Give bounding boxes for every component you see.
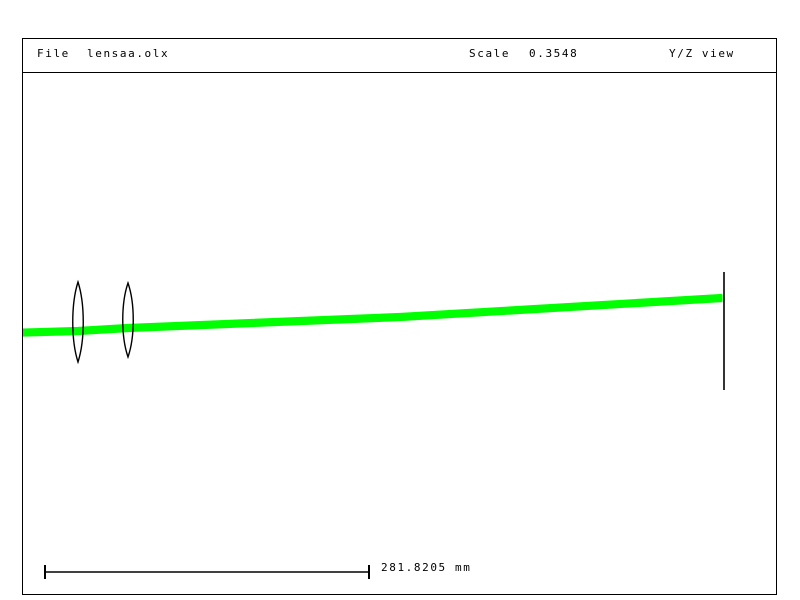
optical-elements-group — [72, 272, 725, 390]
scale-bar-label: 281.8205 mm — [381, 561, 472, 574]
lens-element-1 — [72, 279, 84, 365]
ray-bundle-group — [23, 293, 723, 337]
view-orientation-label: Y/Z view — [669, 47, 735, 60]
scale-bar: 281.8205 mm — [33, 556, 773, 586]
optical-layout-canvas[interactable] — [23, 73, 776, 594]
lens-element-2 — [122, 280, 134, 360]
ray-mid — [23, 296, 723, 334]
file-name-value: lensaa.olx — [87, 47, 170, 60]
scale-bar-graphic — [44, 565, 370, 579]
file-label: File — [37, 47, 70, 60]
plot-frame: File lensaa.olx Scale 0.3548 Y/Z view 28… — [22, 38, 777, 595]
scale-value: 0.3548 — [529, 47, 579, 60]
ray-upper — [23, 293, 723, 331]
ray-lower — [23, 299, 723, 337]
header-bar: File lensaa.olx Scale 0.3548 Y/Z view — [23, 39, 776, 73]
scale-label: Scale — [469, 47, 511, 60]
optical-system-drawing — [23, 272, 725, 390]
